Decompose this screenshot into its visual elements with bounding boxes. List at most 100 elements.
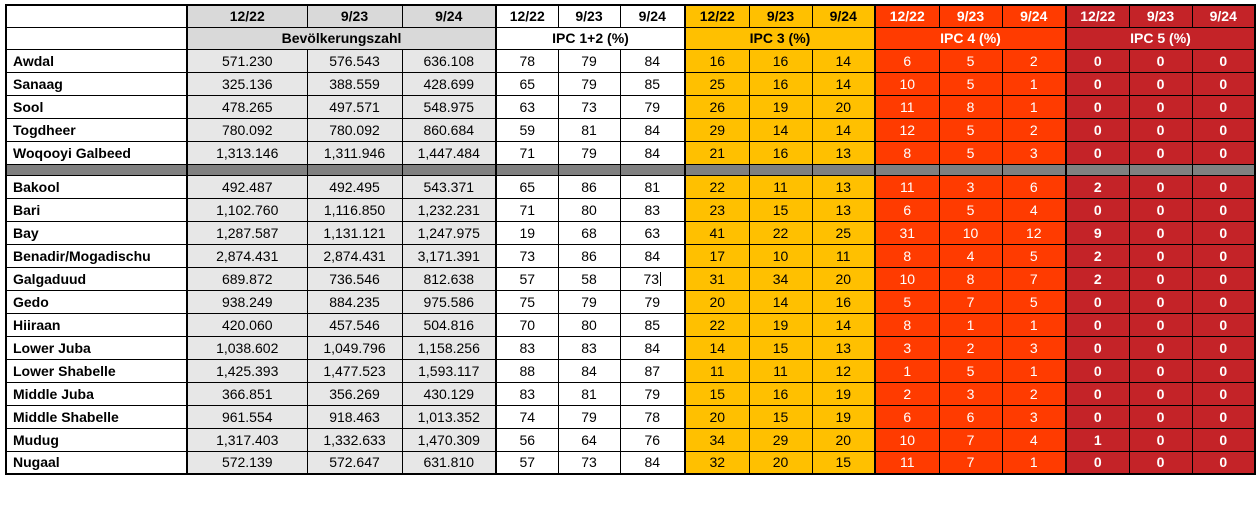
ipc3-value-cell[interactable]: 14 <box>811 71 876 96</box>
pop-value-cell[interactable]: 356.269 <box>306 381 403 406</box>
ipc5-value-cell[interactable]: 0 <box>1128 312 1193 337</box>
ipc3-value-cell[interactable]: 29 <box>684 117 750 142</box>
ipc12-value-cell[interactable]: 56 <box>495 427 559 452</box>
ipc4-value-cell[interactable]: 31 <box>874 220 940 245</box>
ipc5-value-cell[interactable]: 0 <box>1065 117 1130 142</box>
group-header-pop[interactable]: Bevölkerungszahl <box>186 26 497 50</box>
region-name-cell[interactable]: Sanaag <box>5 71 188 96</box>
pop-value-cell[interactable]: 631.810 <box>401 450 497 475</box>
ipc3-value-cell[interactable]: 13 <box>811 335 876 360</box>
ipc12-value-cell[interactable]: 88 <box>495 358 559 383</box>
ipc12-value-cell[interactable]: 81 <box>557 117 621 142</box>
pop-value-cell[interactable]: 504.816 <box>401 312 497 337</box>
pop-value-cell[interactable]: 366.851 <box>186 381 308 406</box>
ipc4-value-cell[interactable]: 6 <box>874 197 940 222</box>
ipc3-value-cell[interactable]: 15 <box>748 197 813 222</box>
date-header-ipc3[interactable]: 12/22 <box>684 4 750 28</box>
ipc5-value-cell[interactable]: 0 <box>1065 197 1130 222</box>
ipc12-value-cell[interactable]: 84 <box>619 335 686 360</box>
ipc4-value-cell[interactable]: 6 <box>874 48 940 73</box>
ipc5-value-cell[interactable]: 1 <box>1065 427 1130 452</box>
pop-value-cell[interactable]: 1,013.352 <box>401 404 497 429</box>
pop-value-cell[interactable]: 1,158.256 <box>401 335 497 360</box>
ipc12-value-cell[interactable]: 19 <box>495 220 559 245</box>
region-name-cell[interactable]: Galgaduud <box>5 266 188 291</box>
date-header-ipc4[interactable]: 12/22 <box>874 4 940 28</box>
ipc4-value-cell[interactable]: 5 <box>938 358 1003 383</box>
ipc4-value-cell[interactable]: 4 <box>1001 427 1067 452</box>
ipc3-value-cell[interactable]: 25 <box>684 71 750 96</box>
ipc3-value-cell[interactable]: 15 <box>748 404 813 429</box>
date-header-ipc5[interactable]: 9/23 <box>1128 4 1193 28</box>
pop-value-cell[interactable]: 780.092 <box>186 117 308 142</box>
ipc12-value-cell[interactable]: 81 <box>557 381 621 406</box>
ipc4-value-cell[interactable]: 11 <box>874 174 940 199</box>
ipc3-value-cell[interactable]: 16 <box>748 48 813 73</box>
ipc3-value-cell[interactable]: 41 <box>684 220 750 245</box>
ipc12-value-cell[interactable]: 79 <box>557 404 621 429</box>
ipc4-value-cell[interactable]: 10 <box>874 266 940 291</box>
ipc4-value-cell[interactable]: 6 <box>874 404 940 429</box>
ipc4-value-cell[interactable]: 5 <box>938 117 1003 142</box>
ipc12-value-cell[interactable]: 79 <box>557 289 621 314</box>
ipc4-value-cell[interactable]: 1 <box>1001 358 1067 383</box>
ipc3-value-cell[interactable]: 12 <box>811 358 876 383</box>
ipc3-value-cell[interactable]: 19 <box>811 381 876 406</box>
ipc3-value-cell[interactable]: 19 <box>748 94 813 119</box>
ipc4-value-cell[interactable]: 3 <box>874 335 940 360</box>
pop-value-cell[interactable]: 961.554 <box>186 404 308 429</box>
pop-value-cell[interactable]: 2,874.431 <box>186 243 308 268</box>
pop-value-cell[interactable]: 428.699 <box>401 71 497 96</box>
ipc12-value-cell[interactable]: 73 <box>557 94 621 119</box>
pop-value-cell[interactable]: 420.060 <box>186 312 308 337</box>
ipc3-value-cell[interactable]: 20 <box>748 450 813 475</box>
ipc12-value-cell[interactable]: 65 <box>495 71 559 96</box>
ipc12-value-cell[interactable]: 85 <box>619 71 686 96</box>
ipc12-value-cell[interactable]: 78 <box>619 404 686 429</box>
ipc12-value-cell[interactable]: 63 <box>495 94 559 119</box>
ipc4-value-cell[interactable]: 5 <box>1001 243 1067 268</box>
ipc5-value-cell[interactable]: 0 <box>1128 94 1193 119</box>
ipc4-value-cell[interactable]: 10 <box>874 427 940 452</box>
ipc3-value-cell[interactable]: 14 <box>811 312 876 337</box>
ipc3-value-cell[interactable]: 14 <box>748 117 813 142</box>
pop-value-cell[interactable]: 1,116.850 <box>306 197 403 222</box>
date-header-ipc5[interactable]: 9/24 <box>1191 4 1256 28</box>
ipc3-value-cell[interactable]: 22 <box>684 174 750 199</box>
ipc3-value-cell[interactable]: 26 <box>684 94 750 119</box>
group-header-ipc3[interactable]: IPC 3 (%) <box>684 26 876 50</box>
ipc3-value-cell[interactable]: 31 <box>684 266 750 291</box>
ipc5-value-cell[interactable]: 0 <box>1128 427 1193 452</box>
ipc5-value-cell[interactable]: 0 <box>1191 335 1256 360</box>
ipc4-value-cell[interactable]: 2 <box>938 335 1003 360</box>
ipc4-value-cell[interactable]: 4 <box>1001 197 1067 222</box>
ipc4-value-cell[interactable]: 2 <box>1001 117 1067 142</box>
ipc4-value-cell[interactable]: 1 <box>1001 71 1067 96</box>
pop-value-cell[interactable]: 1,287.587 <box>186 220 308 245</box>
ipc4-value-cell[interactable]: 5 <box>938 197 1003 222</box>
ipc12-value-cell[interactable]: 83 <box>557 335 621 360</box>
ipc4-value-cell[interactable]: 7 <box>938 289 1003 314</box>
ipc3-value-cell[interactable]: 20 <box>684 289 750 314</box>
ipc12-value-cell[interactable]: 71 <box>495 197 559 222</box>
ipc5-value-cell[interactable]: 0 <box>1191 140 1256 165</box>
ipc12-value-cell[interactable]: 65 <box>495 174 559 199</box>
ipc3-value-cell[interactable]: 23 <box>684 197 750 222</box>
ipc5-value-cell[interactable]: 0 <box>1191 243 1256 268</box>
pop-value-cell[interactable]: 576.543 <box>306 48 403 73</box>
pop-value-cell[interactable]: 548.975 <box>401 94 497 119</box>
region-name-cell[interactable]: Woqooyi Galbeed <box>5 140 188 165</box>
ipc4-value-cell[interactable]: 3 <box>1001 140 1067 165</box>
date-header-ipc4[interactable]: 9/23 <box>938 4 1003 28</box>
group-header-ipc5[interactable]: IPC 5 (%) <box>1065 26 1256 50</box>
ipc12-value-cell[interactable]: 84 <box>619 450 686 475</box>
ipc4-value-cell[interactable]: 4 <box>938 243 1003 268</box>
ipc12-value-cell[interactable]: 73 <box>619 266 686 291</box>
pop-value-cell[interactable]: 736.546 <box>306 266 403 291</box>
pop-value-cell[interactable]: 492.495 <box>306 174 403 199</box>
ipc3-value-cell[interactable]: 34 <box>684 427 750 452</box>
ipc5-value-cell[interactable]: 0 <box>1191 220 1256 245</box>
pop-value-cell[interactable]: 1,049.796 <box>306 335 403 360</box>
ipc12-value-cell[interactable]: 79 <box>619 289 686 314</box>
ipc4-value-cell[interactable]: 8 <box>938 266 1003 291</box>
